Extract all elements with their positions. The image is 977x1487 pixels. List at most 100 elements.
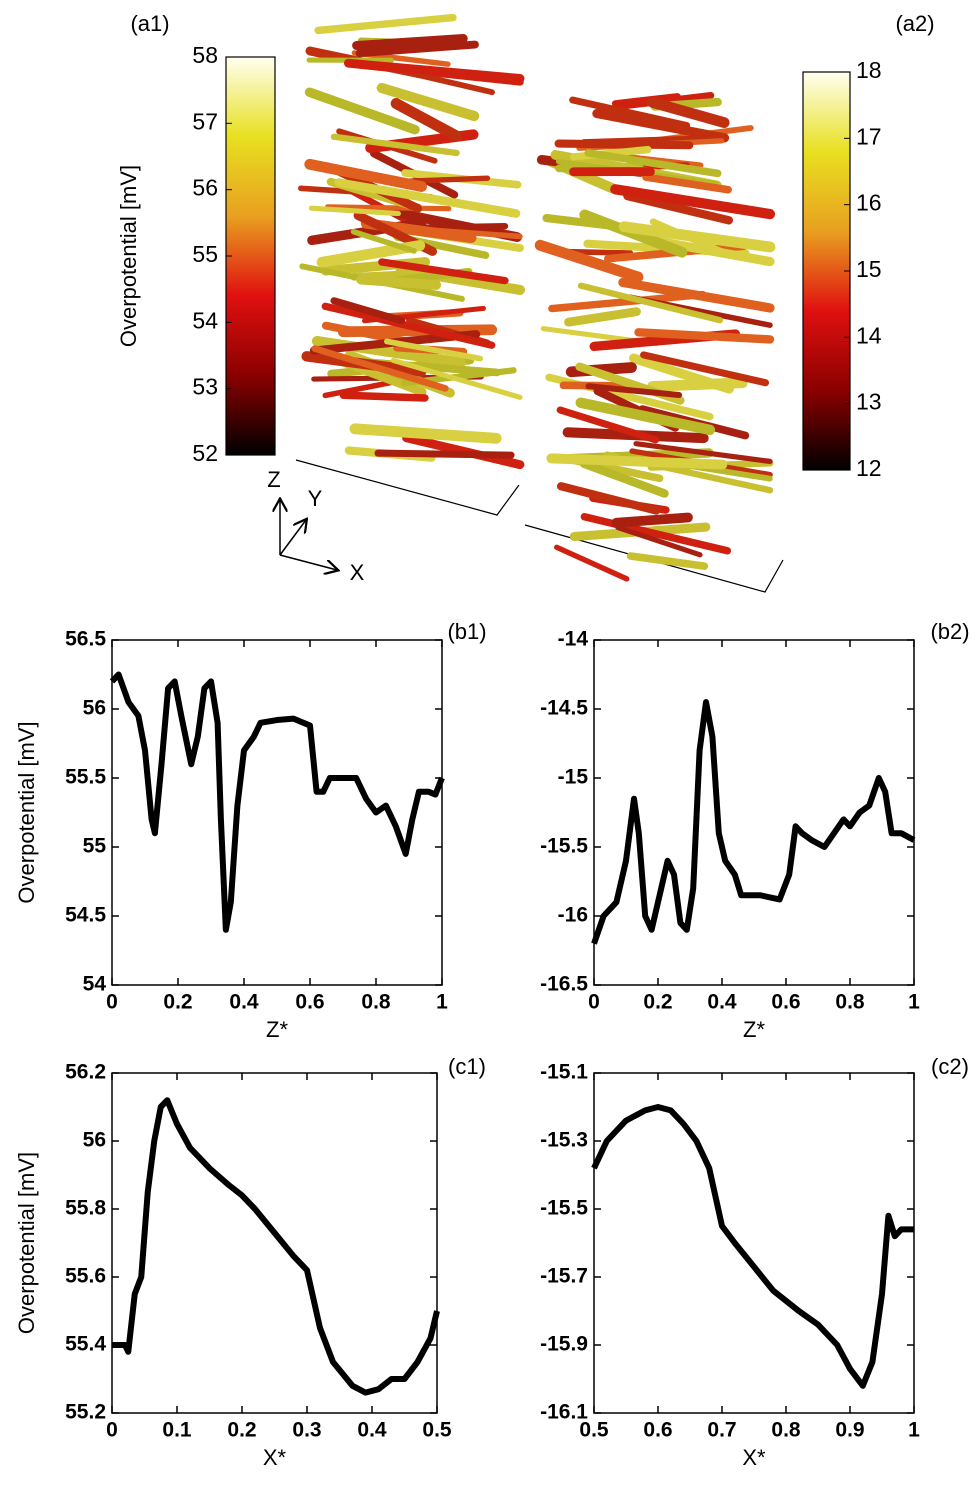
fiber bbox=[564, 307, 641, 327]
y-tick-label: 56 bbox=[192, 175, 218, 201]
y-tick-label: 57 bbox=[192, 108, 218, 134]
fiber bbox=[623, 191, 734, 225]
x-tick-label: 0.6 bbox=[643, 1419, 672, 1442]
y-tick-label: 13 bbox=[856, 389, 882, 415]
fiber bbox=[610, 184, 776, 220]
fiber bbox=[308, 205, 401, 217]
triad-axis bbox=[279, 520, 306, 556]
line-series bbox=[591, 699, 916, 945]
fiber bbox=[577, 282, 724, 324]
fiber bbox=[556, 482, 661, 515]
y-tick-label: 16 bbox=[856, 190, 882, 216]
y-tick-label: 55.5 bbox=[65, 766, 106, 789]
fiber bbox=[647, 96, 730, 129]
fiber bbox=[618, 277, 775, 313]
fiber bbox=[395, 264, 525, 295]
plot-frame bbox=[111, 639, 443, 986]
panel-label: (a2) bbox=[895, 11, 934, 36]
y-tick-label: 52 bbox=[192, 440, 218, 466]
x-tick-label: 0.6 bbox=[771, 991, 800, 1014]
fiber bbox=[611, 512, 693, 528]
x-tick-label: 0.5 bbox=[422, 1419, 452, 1442]
3d-render bbox=[295, 13, 784, 593]
fiber bbox=[611, 93, 681, 107]
fiber bbox=[585, 383, 683, 399]
y-tick-label: 55.8 bbox=[65, 1197, 106, 1220]
fiber bbox=[642, 173, 732, 194]
y-tick-label: 55 bbox=[192, 241, 218, 267]
fiber bbox=[592, 108, 730, 143]
x-tick-label: 0 bbox=[106, 991, 118, 1014]
triad-label: Z bbox=[267, 467, 280, 492]
y-tick-label: 56.5 bbox=[65, 628, 106, 651]
fiber bbox=[556, 406, 660, 444]
triad-label: X bbox=[350, 560, 365, 585]
fiber bbox=[580, 513, 732, 555]
y-tick-label: -14 bbox=[558, 628, 589, 651]
fiber bbox=[628, 353, 734, 394]
x-tick-label: 0.6 bbox=[295, 991, 324, 1014]
x-tick-label: 0.1 bbox=[162, 1419, 192, 1442]
y-tick-label: 56 bbox=[83, 697, 106, 720]
y-tick-label: 14 bbox=[856, 322, 882, 348]
y-tick-label: 56.2 bbox=[65, 1061, 106, 1084]
x-tick-label: 0.8 bbox=[361, 991, 391, 1014]
y-tick-label: 55.6 bbox=[65, 1265, 106, 1288]
y-tick-label: 18 bbox=[856, 57, 882, 83]
fiber bbox=[304, 158, 427, 192]
fiber bbox=[579, 209, 688, 258]
fiber bbox=[330, 297, 406, 325]
y-tick-label: 54 bbox=[83, 973, 107, 996]
y-tick-label: 55.4 bbox=[65, 1333, 106, 1356]
fiber bbox=[374, 449, 515, 459]
y-tick-label: -16.1 bbox=[540, 1401, 588, 1424]
fiber bbox=[339, 391, 429, 402]
y-tick-label: -15.7 bbox=[540, 1265, 588, 1288]
colorbar bbox=[225, 56, 276, 456]
panel-label: (c1) bbox=[448, 1054, 486, 1079]
line-series bbox=[591, 1104, 914, 1389]
x-tick-label: 0.4 bbox=[707, 991, 737, 1014]
fiber bbox=[554, 139, 694, 150]
fiber bbox=[554, 544, 630, 582]
plot-frame bbox=[593, 639, 915, 986]
fiber bbox=[546, 453, 728, 470]
line-series bbox=[109, 671, 445, 933]
x-tick-label: 0.5 bbox=[579, 1419, 609, 1442]
colorbar bbox=[802, 71, 851, 471]
fiber bbox=[376, 82, 480, 122]
plot-frame bbox=[593, 1072, 915, 1414]
fiber bbox=[626, 552, 709, 570]
y-tick-label: -15.5 bbox=[540, 835, 588, 858]
x-tick-label: 0.2 bbox=[227, 1419, 256, 1442]
y-tick-label: 12 bbox=[856, 455, 882, 481]
y-tick-label: -15 bbox=[558, 766, 589, 789]
y-tick-label: -15.1 bbox=[540, 1061, 588, 1084]
y-axis-label: Overpotential [mV] bbox=[14, 1152, 39, 1334]
x-tick-label: 0.7 bbox=[707, 1419, 736, 1442]
fiber bbox=[311, 345, 449, 392]
y-tick-label: -16 bbox=[558, 904, 588, 927]
render-base bbox=[295, 459, 520, 516]
y-tick-label: -16.5 bbox=[540, 973, 588, 996]
panel-label: (c2) bbox=[931, 1054, 969, 1079]
fiber bbox=[634, 328, 775, 344]
x-tick-label: 1 bbox=[908, 1419, 920, 1442]
y-tick-label: -14.5 bbox=[540, 697, 588, 720]
fiber bbox=[575, 397, 716, 436]
fiber bbox=[356, 274, 442, 290]
triad-axis bbox=[279, 554, 337, 570]
y-axis-label: Overpotential [mV] bbox=[116, 165, 141, 347]
y-tick-label: 55.2 bbox=[65, 1401, 106, 1424]
render-base bbox=[524, 524, 784, 593]
x-tick-label: 0.8 bbox=[771, 1419, 801, 1442]
line-series bbox=[112, 1097, 440, 1396]
fiber bbox=[349, 423, 502, 444]
x-tick-label: 0.3 bbox=[292, 1419, 321, 1442]
panel-label: (a1) bbox=[130, 11, 169, 36]
fiber bbox=[569, 96, 691, 129]
fiber bbox=[390, 98, 463, 142]
fiber bbox=[304, 87, 420, 135]
triad-label: Y bbox=[308, 486, 323, 511]
